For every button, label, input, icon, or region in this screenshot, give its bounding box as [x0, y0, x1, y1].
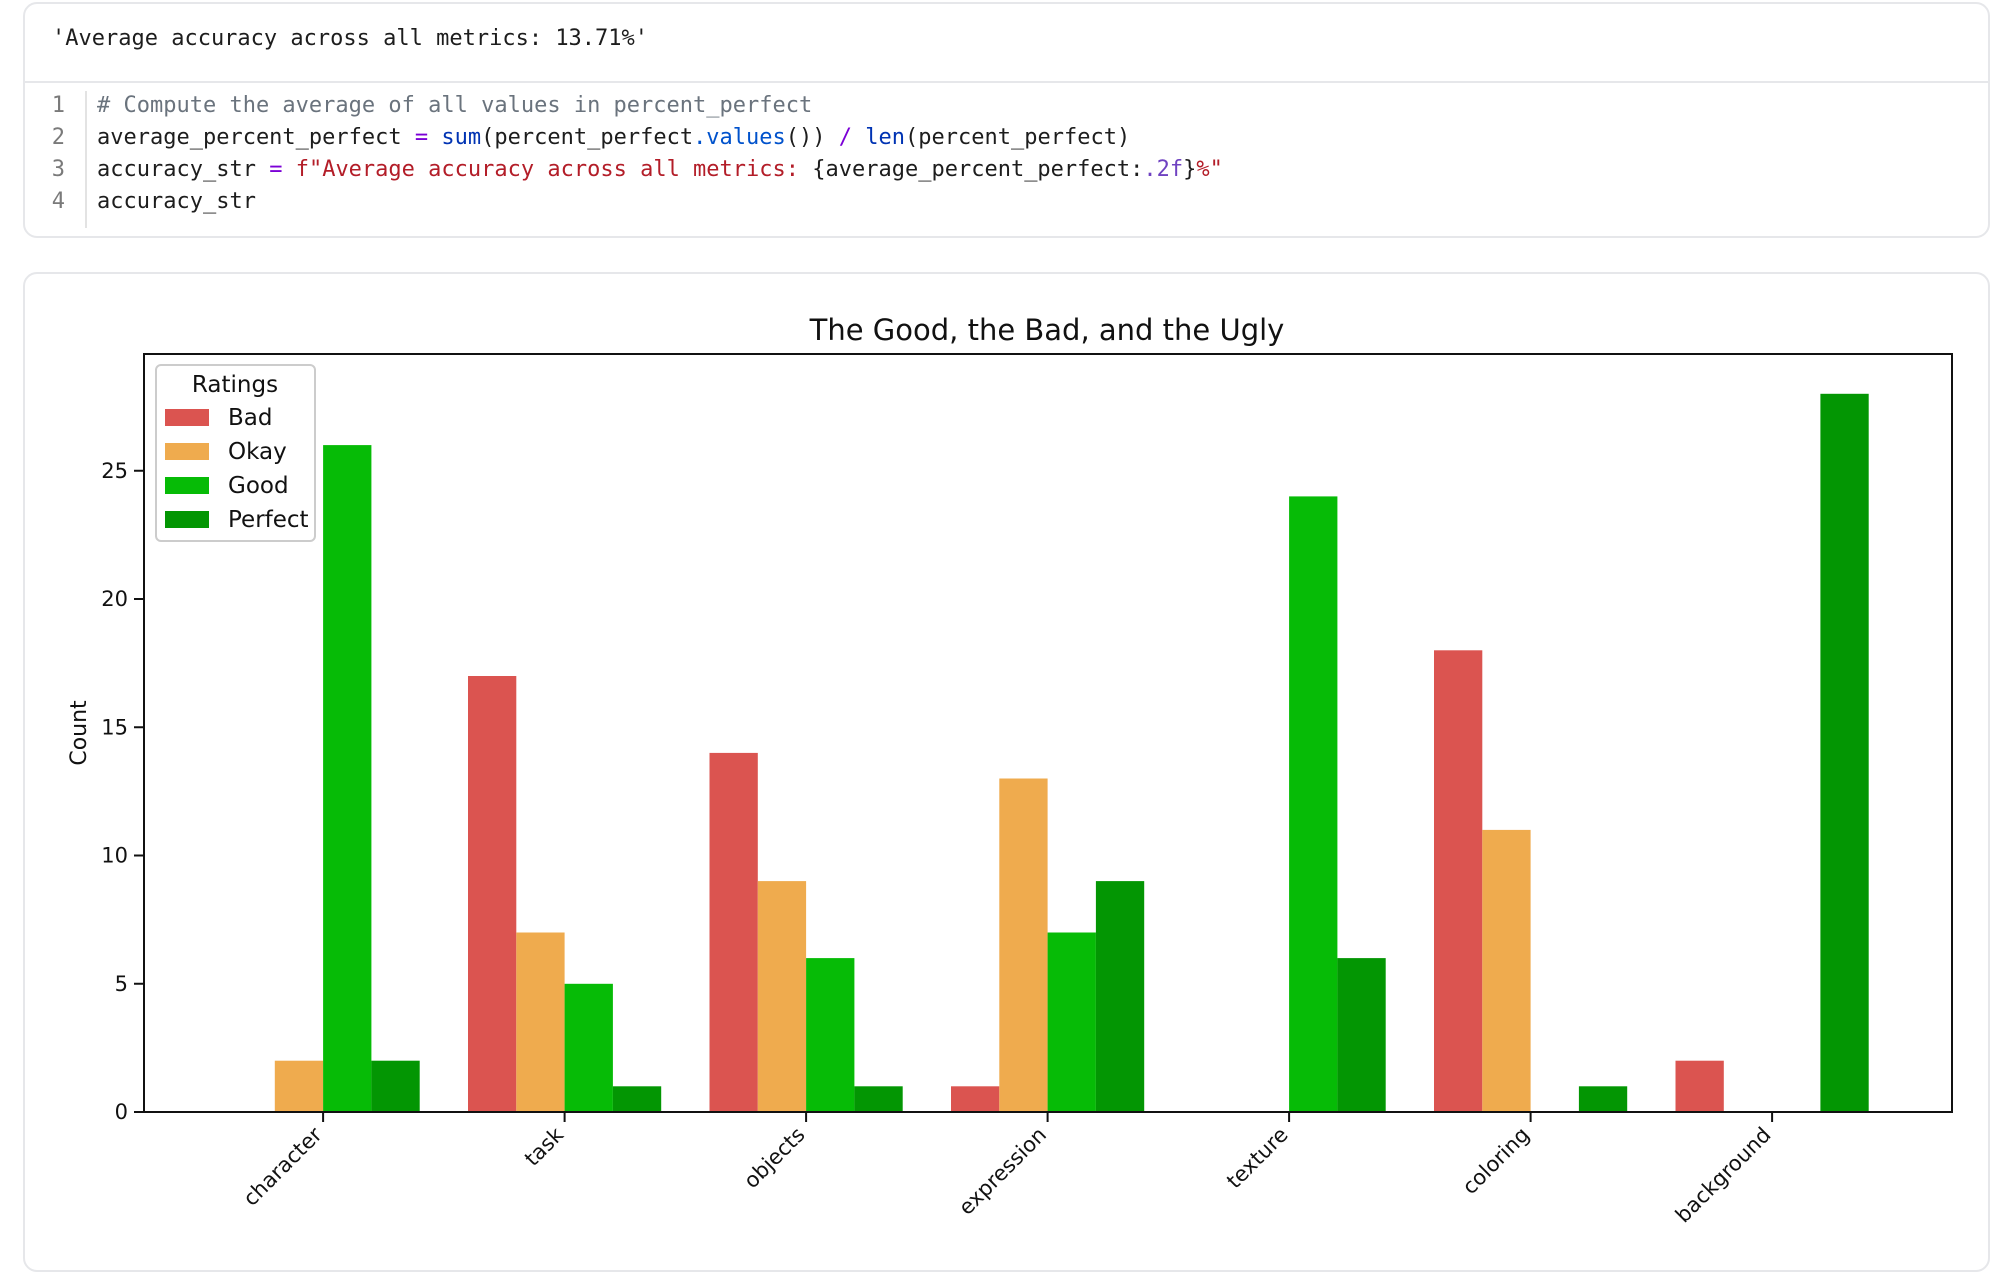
output-divider — [25, 81, 1988, 83]
bar-good-expression — [1047, 932, 1096, 1112]
bar-perfect-background — [1820, 393, 1869, 1112]
bar-okay-coloring — [1482, 829, 1531, 1112]
y-tick-label: 20 — [101, 587, 128, 611]
x-tick-label-background: background — [1671, 1123, 1776, 1228]
line-number: 4 — [51, 189, 65, 214]
legend-swatch-okay — [165, 443, 209, 460]
code-operator: / — [825, 125, 866, 150]
code-token: ()) — [785, 125, 826, 150]
bar-perfect-objects — [854, 1086, 903, 1112]
bar-bad-coloring — [1434, 650, 1483, 1112]
y-tick-label: 15 — [101, 715, 128, 739]
legend-label-bad: Bad — [228, 405, 272, 431]
code-token: accuracy_str — [97, 157, 256, 182]
code-line-1[interactable]: # Compute the average of all values in p… — [97, 93, 812, 118]
bar-good-character — [323, 445, 372, 1113]
bar-okay-expression — [999, 778, 1048, 1112]
x-tick-label-expression: expression — [954, 1123, 1051, 1220]
code-attribute: .values — [693, 125, 786, 150]
chart-title: The Good, the Bad, and the Ugly — [809, 313, 1285, 347]
bar-bad-task — [468, 676, 517, 1112]
chart-output-cell: The Good, the Bad, and the Ugly 0 5 10 15 20… — [23, 272, 1990, 1272]
bar-okay-objects — [757, 881, 807, 1112]
bar-bad-objects — [709, 752, 758, 1112]
x-tick-label-task: task — [520, 1122, 569, 1171]
x-tick-label-texture: texture — [1222, 1123, 1293, 1194]
output-result-text: 'Average accuracy across all metrics: 13… — [52, 26, 649, 51]
legend-label-okay: Okay — [228, 439, 287, 465]
legend-swatch-bad — [165, 409, 209, 426]
code-editor[interactable]: 1 2 3 4 # Compute the average of all val… — [25, 83, 1988, 236]
legend-swatch-perfect — [165, 511, 209, 528]
x-axis: character task objects expression texture col… — [239, 1112, 1776, 1227]
legend-label-good: Good — [228, 473, 289, 499]
bar-perfect-character — [371, 1060, 420, 1112]
bar-bad-expression — [951, 1086, 1000, 1112]
bar-okay-task — [516, 932, 565, 1112]
x-tick-label-objects: objects — [739, 1123, 809, 1193]
line-number: 3 — [51, 157, 65, 182]
line-number: 1 — [51, 93, 65, 118]
x-tick-label-character: character — [239, 1122, 327, 1210]
line-number-gutter: 1 2 3 4 — [25, 91, 87, 228]
bar-chart: The Good, the Bad, and the Ugly 0 5 10 15 20… — [67, 313, 1953, 1227]
legend-label-perfect: Perfect — [228, 507, 309, 533]
output-cell: 'Average accuracy across all metrics: 13… — [23, 2, 1990, 238]
bar-good-task — [564, 983, 613, 1113]
y-tick-label: 10 — [101, 844, 128, 868]
code-builtin: len — [865, 125, 906, 150]
bar-perfect-coloring — [1578, 1086, 1628, 1112]
code-token: accuracy_str — [97, 189, 256, 214]
code-string: %" — [1196, 157, 1223, 182]
bar-perfect-expression — [1095, 881, 1145, 1112]
legend: Ratings Bad Okay Good Perfect — [155, 364, 316, 542]
code-operator: = — [401, 125, 442, 150]
code-line-2[interactable]: average_percent_perfect = sum(percent_pe… — [97, 125, 1130, 150]
y-axis-label: Count — [67, 700, 92, 766]
code-builtin: sum — [441, 125, 482, 150]
bars-group — [274, 393, 1869, 1113]
bar-good-objects — [806, 958, 855, 1112]
legend-title: Ratings — [192, 372, 278, 398]
bar-perfect-texture — [1337, 958, 1386, 1112]
bar-perfect-task — [612, 1086, 662, 1112]
y-axis: 0 5 10 15 20 25 — [101, 459, 144, 1124]
code-token: } — [1183, 157, 1197, 182]
code-line-3[interactable]: accuracy_str = f"Average accuracy across… — [97, 157, 1223, 182]
y-tick-label: 5 — [115, 972, 128, 996]
bar-bad-background — [1675, 1060, 1724, 1112]
code-format-spec: .2f — [1143, 157, 1184, 182]
bar-okay-character — [274, 1060, 324, 1112]
y-tick-label: 0 — [115, 1100, 128, 1124]
x-tick-label-coloring: coloring — [1458, 1123, 1535, 1200]
code-token: (percent_perfect) — [905, 125, 1131, 150]
y-tick-label: 25 — [101, 459, 128, 483]
code-string: f"Average accuracy across all metrics: — [295, 157, 813, 182]
code-line-4[interactable]: accuracy_str — [97, 189, 256, 214]
code-operator: = — [255, 157, 296, 182]
legend-swatch-good — [165, 477, 209, 494]
code-comment: # Compute the average of all values in p… — [97, 93, 813, 118]
code-token: average_percent_perfect — [97, 125, 402, 150]
line-number: 2 — [51, 125, 65, 150]
code-token: (percent_perfect — [481, 125, 694, 150]
bar-good-texture — [1289, 496, 1338, 1112]
code-token: {average_percent_perfect: — [812, 157, 1144, 182]
